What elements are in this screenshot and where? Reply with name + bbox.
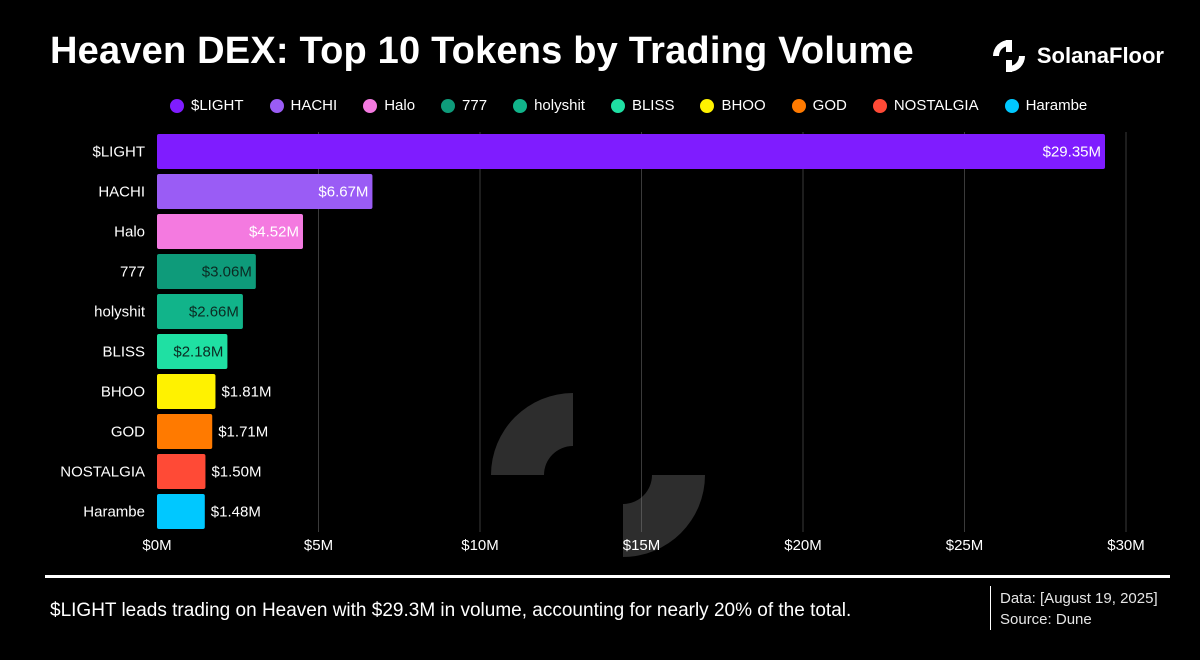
legend-item: NOSTALGIA: [872, 97, 979, 114]
category-label: $LIGHT: [92, 144, 145, 161]
brand-logo: SolanaFloor: [989, 36, 1164, 76]
chart-title: Heaven DEX: Top 10 Tokens by Trading Vol…: [50, 30, 914, 72]
legend-item: HACHI: [269, 97, 338, 114]
legend-swatch: [269, 98, 284, 113]
data-label: $1.71M: [218, 424, 268, 441]
category-label: 777: [120, 264, 145, 281]
x-tick-label: $0M: [142, 537, 171, 554]
data-label: $1.81M: [221, 384, 271, 401]
watermark-shape: [491, 393, 573, 475]
legend-label: $LIGHT: [191, 97, 244, 114]
data-label: $2.18M: [173, 344, 223, 361]
legend-label: Halo: [384, 97, 416, 114]
legend-label: NOSTALGIA: [893, 97, 979, 114]
category-label: BLISS: [102, 344, 145, 361]
legend-item: 777: [441, 97, 487, 114]
bar: [157, 214, 303, 249]
legend-swatch: [610, 98, 625, 113]
category-label: HACHI: [98, 184, 145, 201]
legend-swatch: [513, 98, 528, 113]
watermark-logo: [491, 393, 705, 557]
footer-divider: [45, 575, 1170, 578]
data-label: $1.48M: [211, 504, 261, 521]
x-tick-label: $20M: [784, 537, 822, 554]
legend-item: $LIGHT: [170, 97, 244, 114]
legend-label: BLISS: [631, 97, 675, 114]
chart-footnote: $LIGHT leads trading on Heaven with $29.…: [50, 600, 852, 621]
legend-swatch: [363, 98, 378, 113]
category-label: NOSTALGIA: [60, 464, 145, 481]
bar: [157, 134, 1106, 169]
legend-label: HACHI: [290, 97, 338, 114]
brand-name: SolanaFloor: [1036, 43, 1164, 68]
legend-swatch: [441, 98, 456, 113]
category-label: Harambe: [83, 504, 145, 521]
data-label: $1.50M: [211, 464, 261, 481]
legend-item: BLISS: [610, 97, 675, 114]
legend-item: BHOO: [700, 97, 766, 114]
data-label: $3.06M: [202, 264, 252, 281]
bar: [157, 294, 243, 329]
legend-swatch: [872, 98, 887, 113]
data-label: $2.66M: [189, 304, 239, 321]
legend-swatch: [170, 98, 184, 113]
bar: [157, 334, 228, 369]
data-label: $4.52M: [249, 224, 299, 241]
category-label: Halo: [114, 224, 145, 241]
source-name: Source: Dune: [1000, 611, 1092, 628]
legend-label: GOD: [812, 97, 847, 114]
data-label: $29.35M: [1043, 144, 1101, 161]
source-info: Data: [August 19, 2025] Source: Dune: [1000, 588, 1158, 630]
legend-swatch: [1004, 98, 1019, 113]
legend-label: holyshit: [534, 97, 585, 114]
bar: [157, 374, 216, 409]
x-tick-label: $10M: [461, 537, 499, 554]
legend-item: GOD: [791, 97, 847, 114]
legend-label: 777: [462, 97, 488, 114]
legend-swatch: [791, 98, 806, 113]
x-tick-label: $25M: [946, 537, 984, 554]
chart-legend: $LIGHT HACHI Halo 777 holyshit BLISS BHOO GOD NO…: [170, 97, 1087, 114]
bar: [157, 494, 205, 529]
bar: [157, 174, 373, 209]
category-label: GOD: [111, 424, 145, 441]
category-label: holyshit: [94, 304, 146, 321]
source-separator: [990, 586, 991, 630]
bar: [157, 454, 206, 489]
legend-item: holyshit: [513, 97, 585, 114]
source-date: Data: [August 19, 2025]: [1000, 590, 1158, 607]
bar: [157, 414, 213, 449]
watermark-shape: [623, 475, 705, 557]
x-tick-label: $30M: [1107, 537, 1145, 554]
legend-item: Harambe: [1004, 97, 1088, 114]
legend-label: BHOO: [721, 97, 766, 114]
x-tick-label: $5M: [304, 537, 333, 554]
data-label: $6.67M: [318, 184, 368, 201]
x-tick-label: $15M: [623, 537, 661, 554]
bar: [157, 254, 256, 289]
category-label: BHOO: [101, 384, 145, 401]
solanafloor-logo-icon: [992, 40, 1025, 72]
legend-swatch: [700, 98, 715, 113]
legend-item: Halo: [363, 97, 415, 114]
legend-label: Harambe: [1025, 97, 1088, 114]
bar-chart: $LIGHT $29.35M HACHI $6.67M Halo $4.52M 777 $3.…: [60, 132, 1145, 557]
